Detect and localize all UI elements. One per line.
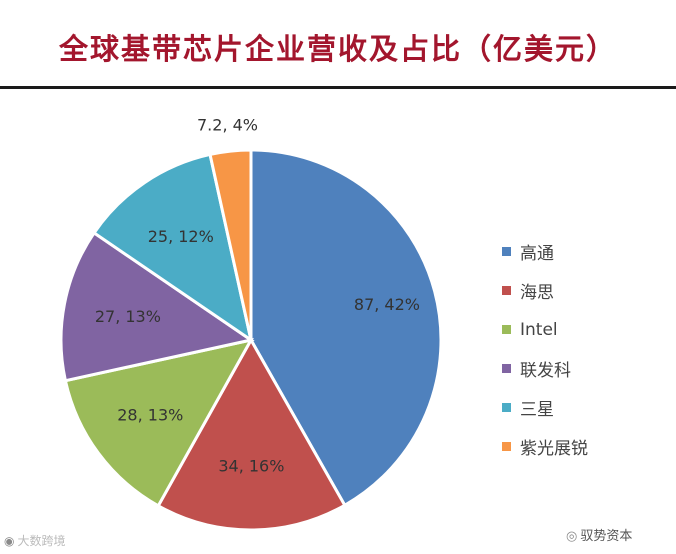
wechat-icon: ◎: [566, 529, 578, 544]
legend-item: 三星: [502, 388, 588, 427]
legend-item: 联发科: [502, 349, 588, 388]
slice-data-label: 7.2, 4%: [197, 116, 258, 135]
pie-slice: [91, 152, 254, 344]
watermark-right: ◎ 驭势资本: [566, 525, 632, 544]
chart-legend: 高通 海思 Intel 联发科 三星 紫光展锐: [502, 232, 588, 466]
chart-title: 全球基带芯片企业营收及占比（亿美元）: [58, 32, 617, 66]
watermark-right-text: 驭势资本: [580, 529, 633, 544]
legend-swatch: [502, 325, 511, 334]
legend-label: 海思: [520, 283, 554, 303]
legend-label: 三星: [520, 400, 554, 420]
slice-data-label: 28, 13%: [117, 406, 183, 425]
legend-label: 高通: [520, 244, 554, 264]
pie-slice: [156, 336, 347, 532]
legend-swatch: [502, 364, 511, 373]
legend-swatch: [502, 286, 511, 295]
title-divider: [0, 86, 676, 89]
legend-label: Intel: [520, 319, 558, 340]
pie-slice: [63, 337, 254, 508]
legend-swatch: [502, 247, 511, 256]
legend-label: 紫光展锐: [520, 439, 588, 459]
legend-item: Intel: [502, 310, 588, 349]
legend-swatch: [502, 403, 511, 412]
pie-slice: [208, 148, 253, 341]
pie-slice: [249, 148, 443, 508]
legend-label: 联发科: [520, 361, 571, 381]
legend-item: 海思: [502, 271, 588, 310]
slice-data-label: 87, 42%: [354, 295, 420, 314]
pie-slice: [59, 230, 255, 383]
slice-data-label: 25, 12%: [148, 227, 214, 246]
slice-data-label: 27, 13%: [95, 307, 161, 326]
legend-item: 高通: [502, 232, 588, 271]
watermark-left: ◉ 大数跨境: [4, 532, 66, 549]
watermark-left-text: 大数跨境: [17, 534, 66, 548]
legend-item: 紫光展锐: [502, 427, 588, 466]
weibo-icon: ◉: [4, 534, 15, 548]
slice-data-label: 34, 16%: [218, 456, 284, 475]
legend-swatch: [502, 442, 511, 451]
